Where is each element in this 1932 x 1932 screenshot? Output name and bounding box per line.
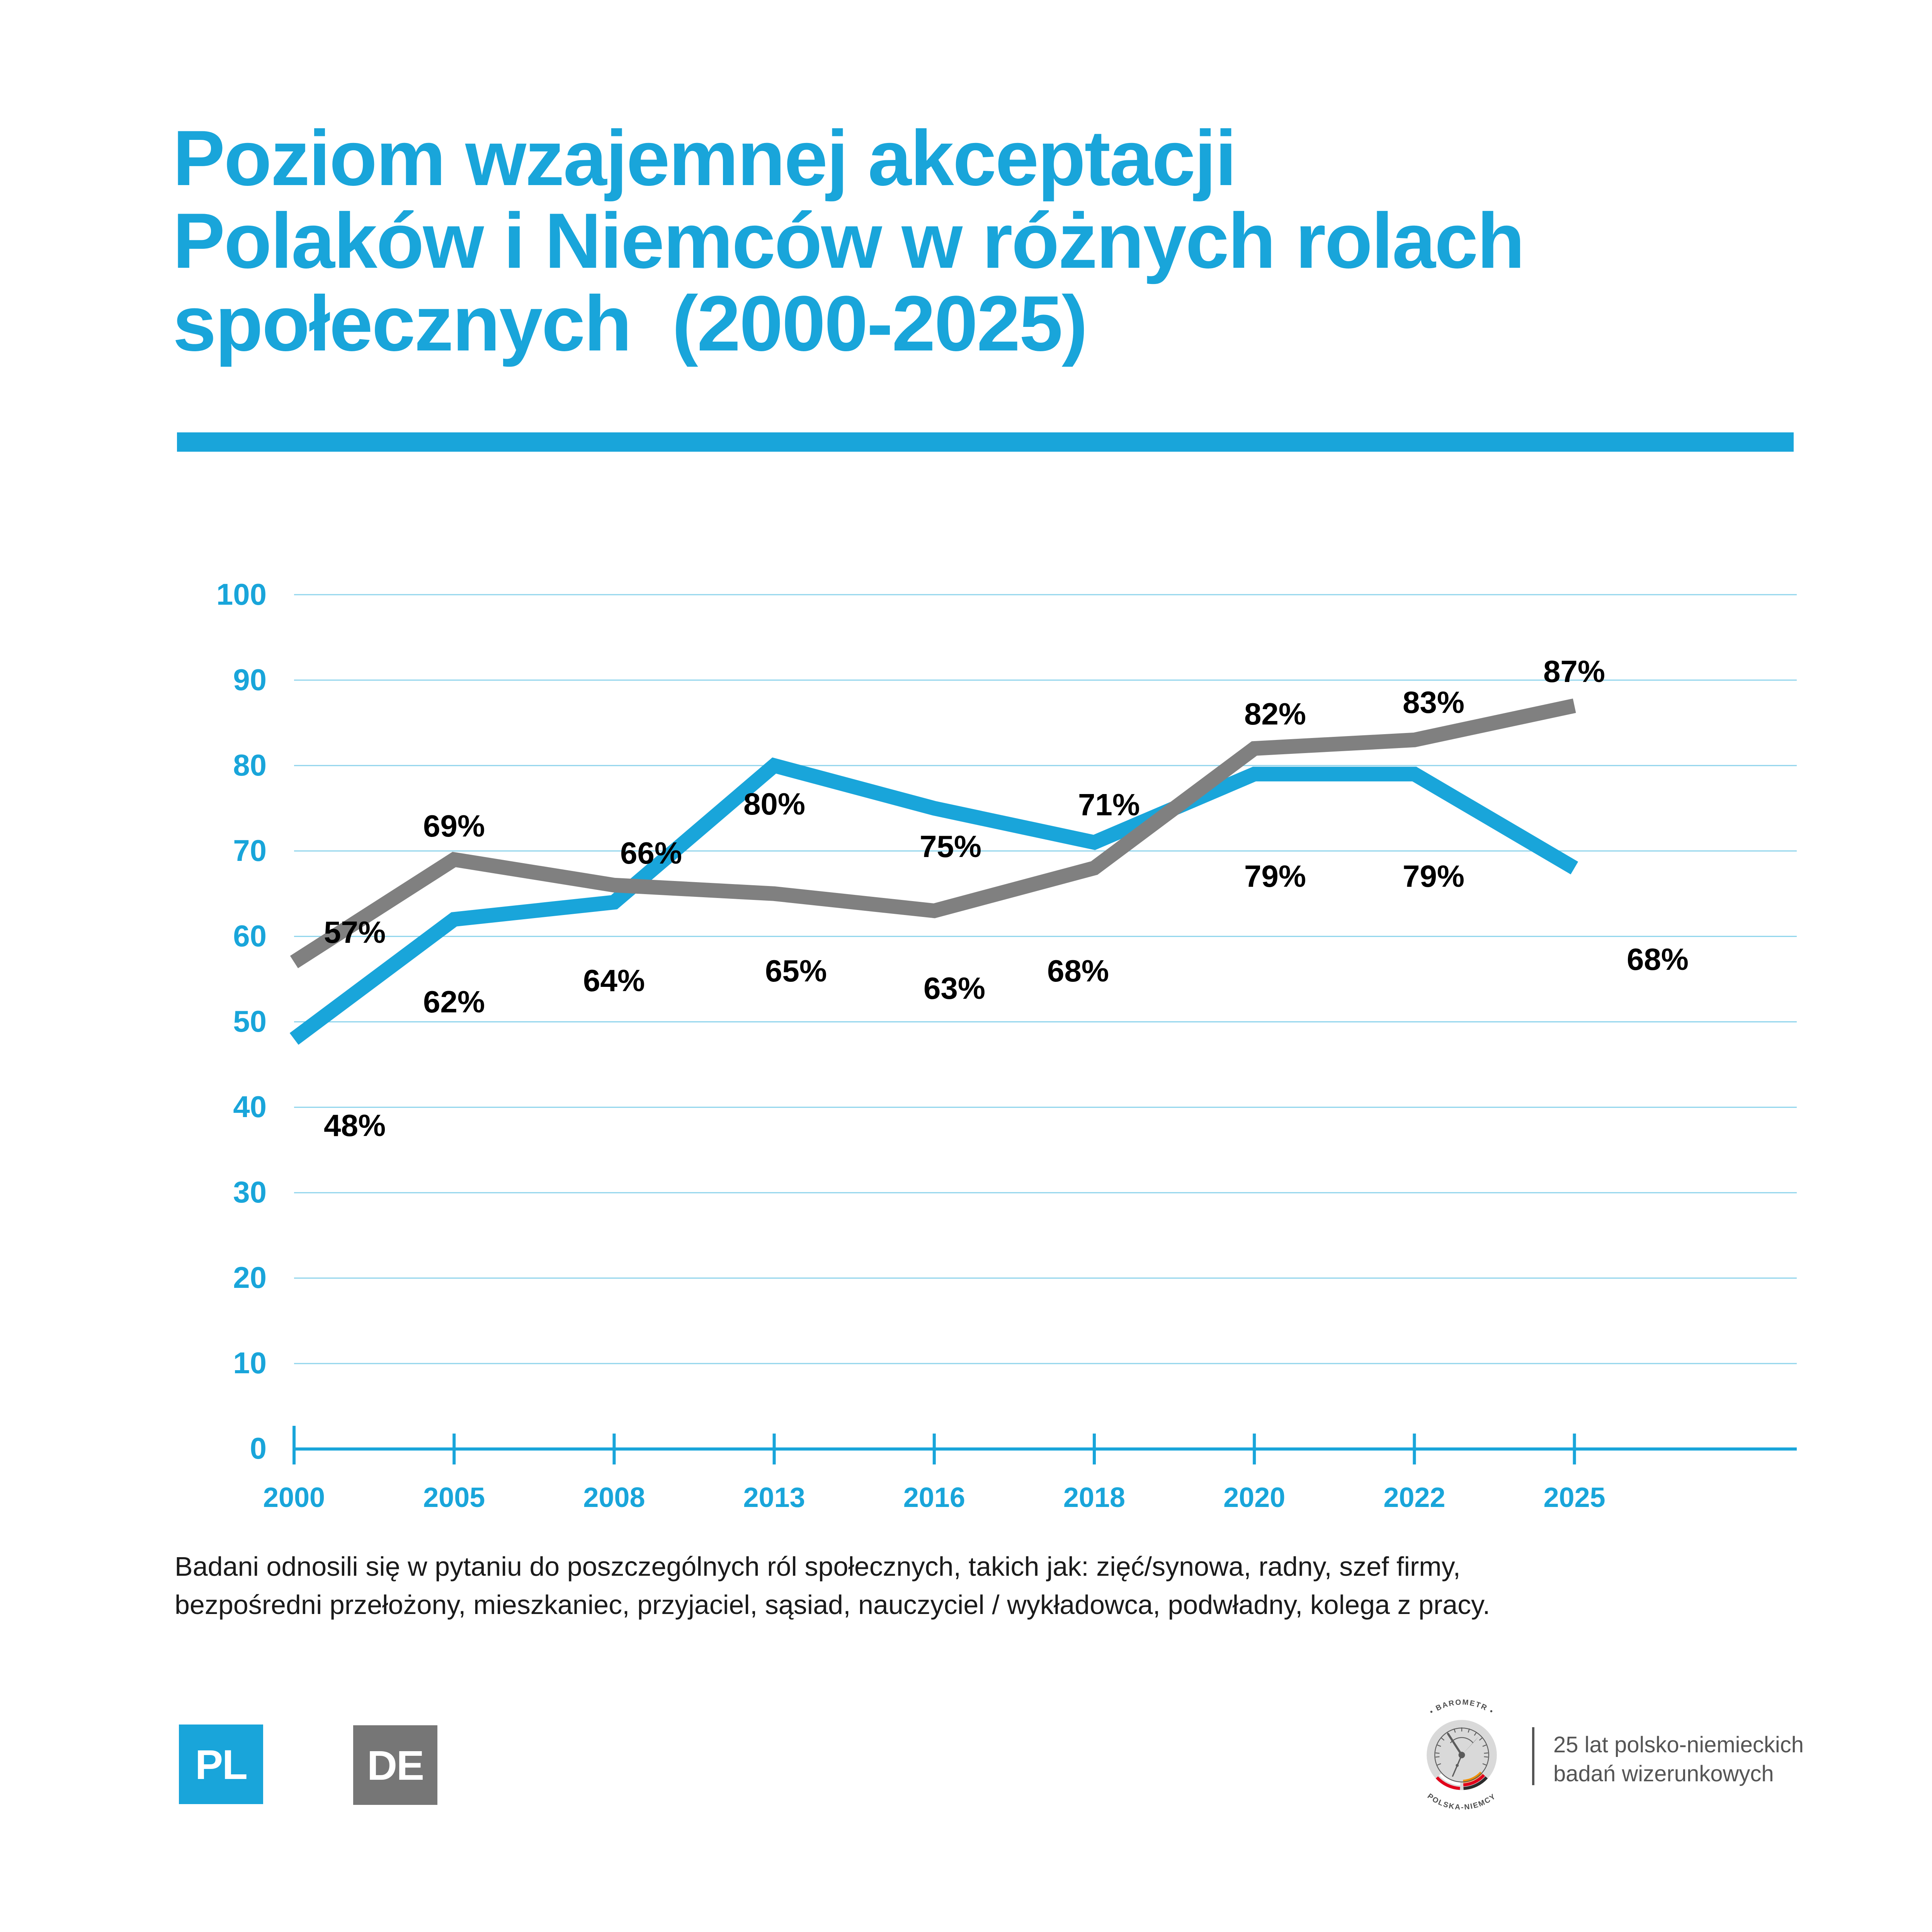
svg-text:71%: 71% [1078,787,1140,822]
svg-text:70: 70 [233,833,267,867]
svg-text:2008: 2008 [583,1482,645,1513]
svg-text:57%: 57% [324,915,386,949]
svg-text:50: 50 [233,1004,267,1038]
svg-text:60: 60 [233,919,267,953]
svg-text:2016: 2016 [903,1482,965,1513]
svg-text:69%: 69% [423,809,485,843]
svg-text:79%: 79% [1403,859,1464,893]
svg-text:30: 30 [233,1175,267,1209]
svg-text:87%: 87% [1543,654,1605,689]
svg-text:80: 80 [233,748,267,782]
svg-text:2020: 2020 [1223,1482,1285,1513]
svg-text:82%: 82% [1244,697,1306,731]
svg-text:63%: 63% [923,971,985,1005]
svg-text:100: 100 [216,577,267,611]
svg-text:64%: 64% [583,963,645,998]
svg-text:48%: 48% [324,1108,386,1143]
svg-text:2000: 2000 [263,1482,325,1513]
svg-text:20: 20 [233,1260,267,1294]
svg-text:80%: 80% [743,787,805,821]
svg-text:68%: 68% [1047,954,1109,988]
svg-text:66%: 66% [620,836,682,870]
svg-text:40: 40 [233,1090,267,1124]
svg-text:2013: 2013 [743,1482,805,1513]
svg-text:65%: 65% [765,954,827,988]
svg-text:75%: 75% [920,829,981,864]
svg-text:90: 90 [233,663,267,697]
svg-text:2022: 2022 [1383,1482,1445,1513]
svg-text:68%: 68% [1627,942,1689,976]
svg-text:2025: 2025 [1544,1482,1605,1513]
svg-text:83%: 83% [1403,685,1464,719]
svg-text:79%: 79% [1244,859,1306,893]
svg-text:62%: 62% [423,985,485,1019]
svg-text:2018: 2018 [1063,1482,1125,1513]
svg-text:10: 10 [233,1346,267,1380]
svg-text:0: 0 [250,1431,267,1465]
svg-text:2005: 2005 [423,1482,485,1513]
